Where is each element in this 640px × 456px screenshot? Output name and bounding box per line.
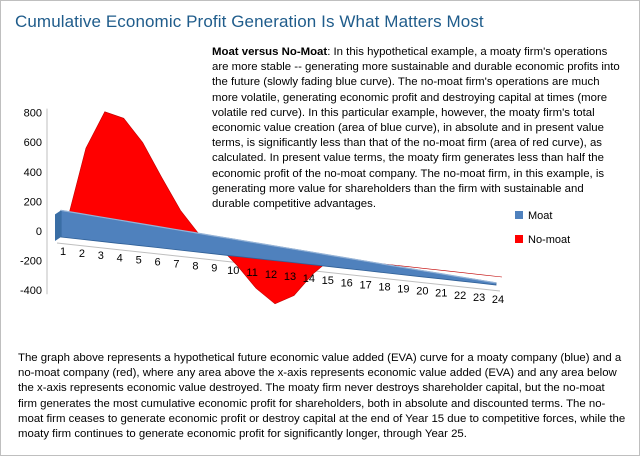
page-title: Cumulative Economic Profit Generation Is… <box>15 12 484 31</box>
legend-label: No-moat <box>528 234 570 246</box>
legend-swatch-moat <box>515 211 523 219</box>
x-tick-label: 7 <box>173 259 179 271</box>
x-tick-label: 23 <box>473 292 485 304</box>
x-tick-label: 4 <box>117 252 123 264</box>
x-tick-label: 17 <box>359 279 371 291</box>
y-tick-label: 600 <box>24 137 42 149</box>
y-tick-label: -200 <box>20 256 42 268</box>
x-tick-label: 20 <box>416 286 428 298</box>
y-tick-label: 400 <box>24 167 42 179</box>
y-tick-label: -400 <box>20 285 42 297</box>
chart-explanation-text: The graph above represents a hypothetica… <box>18 352 626 441</box>
moat-vs-nomoat-text: Moat versus No-Moat: In this hypothetica… <box>212 45 624 212</box>
x-tick-label: 8 <box>192 261 198 273</box>
x-tick-label: 15 <box>322 275 334 287</box>
x-tick-label: 19 <box>397 284 409 296</box>
x-tick-label: 14 <box>303 273 315 285</box>
x-tick-label: 16 <box>341 277 353 289</box>
series-moat-line <box>60 209 497 284</box>
x-tick-label: 13 <box>284 271 296 283</box>
x-tick-label: 2 <box>79 248 85 260</box>
moat-heading: Moat versus No-Moat <box>212 46 328 58</box>
y-tick-label: 800 <box>24 108 42 120</box>
x-tick-label: 1 <box>60 246 66 258</box>
x-tick-label: 24 <box>492 294 504 306</box>
x-tick-label: 12 <box>265 269 277 281</box>
legend-swatch-no-moat <box>515 235 523 243</box>
x-tick-label: 10 <box>227 265 239 277</box>
x-tick-label: 21 <box>435 288 447 300</box>
series-moat-side <box>55 210 61 241</box>
x-tick-label: 3 <box>98 250 104 262</box>
x-tick-label: 5 <box>136 254 142 266</box>
y-tick-label: 200 <box>24 196 42 208</box>
moat-body: : In this hypothetical example, a moaty … <box>212 46 620 211</box>
x-tick-label: 6 <box>155 256 161 268</box>
legend-label: Moat <box>528 210 552 222</box>
x-tick-label: 18 <box>378 281 390 293</box>
x-tick-label: 11 <box>246 267 257 279</box>
y-tick-label: 0 <box>36 226 42 238</box>
x-tick-label: 22 <box>454 290 466 302</box>
x-tick-label: 9 <box>211 263 217 275</box>
series-no-moat-area <box>66 111 503 305</box>
